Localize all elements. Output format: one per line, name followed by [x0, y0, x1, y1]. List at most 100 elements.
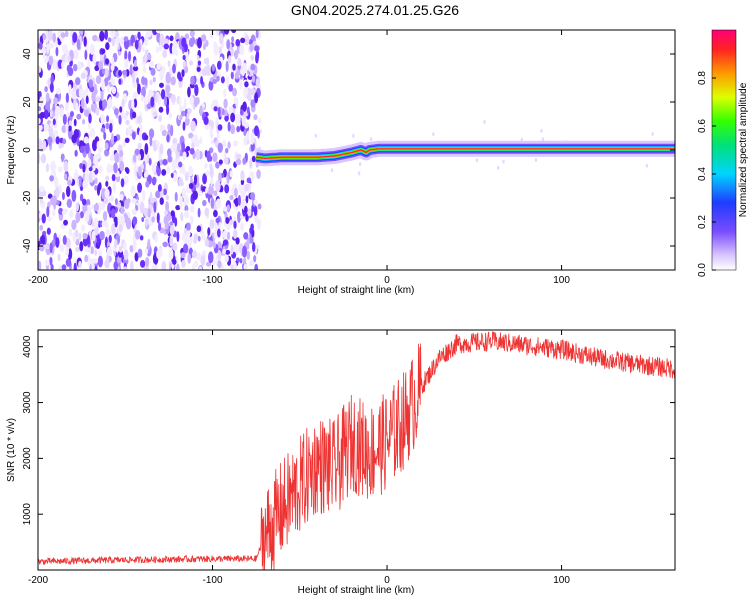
- spectrogram-noise-blob: [114, 218, 118, 228]
- spectrogram-noise-blob: [108, 196, 112, 204]
- spectrogram-noise-blob: [62, 138, 67, 145]
- spectrogram-noise-blob: [84, 86, 89, 99]
- spectrogram-noise-blob: [255, 52, 259, 64]
- spectrogram-noise-blob: [541, 137, 545, 142]
- spectrogram-noise-blob: [196, 252, 202, 261]
- spectrogram-noise-blob: [161, 261, 167, 270]
- spectrogram-noise-blob: [62, 43, 68, 54]
- spectrogram-noise-blob: [42, 140, 47, 151]
- spectrogram-noise-blob: [67, 248, 73, 261]
- spectrogram-noise-blob: [232, 140, 239, 147]
- spectrogram-noise-blob: [157, 222, 162, 232]
- spectrogram-noise-blob: [55, 237, 60, 248]
- spectrogram-noise-blob: [166, 165, 170, 175]
- spectrogram-noise-blob: [46, 42, 50, 55]
- spectrogram-noise-blob: [216, 132, 220, 142]
- spectrogram-noise-blob: [193, 260, 199, 268]
- spectrogram-noise-blob: [88, 79, 94, 88]
- spectrogram-noise-blob: [155, 45, 160, 54]
- spectrogram-noise-blob: [104, 67, 109, 78]
- spectrogram-noise-blob: [149, 60, 155, 68]
- spectrogram-noise-blob: [74, 149, 78, 157]
- spectrogram-noise-blob: [253, 255, 257, 263]
- spectrogram-noise-blob: [243, 263, 248, 270]
- spectrogram-noise-blob: [190, 120, 196, 132]
- spectrogram-noise-blob: [230, 112, 236, 123]
- spectrogram-noise-blob: [163, 215, 169, 226]
- spectrogram-noise-blob: [110, 133, 115, 145]
- spectrogram-noise-blob: [188, 60, 194, 66]
- spectrogram-noise-blob: [227, 121, 231, 132]
- spectrogram-noise-blob: [248, 39, 253, 45]
- spectrogram-noise-blob: [183, 243, 189, 254]
- spectrogram-noise-blob: [369, 137, 373, 142]
- spectrogram-noise-blob: [176, 142, 181, 153]
- spectrogram-noise-blob: [49, 43, 55, 49]
- spectrogram-noise-blob: [210, 177, 214, 187]
- spectrogram-noise-blob: [121, 98, 125, 108]
- spectrogram-noise-blob: [233, 220, 237, 229]
- spectrogram-noise-blob: [105, 228, 111, 237]
- spectrogram-noise-blob: [69, 209, 74, 219]
- spectrogram-noise-blob: [235, 153, 242, 160]
- spectrogram-noise-blob: [122, 241, 127, 251]
- spectrogram-noise-blob: [205, 64, 211, 77]
- spectrogram-noise-blob: [218, 33, 224, 45]
- spectrogram-noise-blob: [94, 249, 98, 256]
- spectrogram-noise-blob: [105, 175, 110, 181]
- spectrogram-noise-blob: [225, 75, 230, 88]
- spectrogram-noise-blob: [208, 147, 214, 154]
- spectrogram-noise-blob: [146, 103, 152, 110]
- spectrogram-noise-blob: [71, 90, 77, 100]
- spectrogram-noise-blob: [73, 49, 79, 60]
- spectrogram-noise-blob: [166, 86, 170, 98]
- spectrogram-noise-blob: [94, 184, 98, 191]
- spectrogram-noise-blob: [95, 107, 100, 116]
- spectrogram-noise-blob: [249, 158, 253, 169]
- spectrogram-noise-blob: [183, 169, 187, 177]
- spectrogram-noise-blob: [105, 58, 110, 65]
- spectrogram-noise-blob: [159, 33, 165, 46]
- y-tick-label: -20: [22, 190, 33, 205]
- spectrogram-noise-blob: [58, 264, 63, 270]
- spectrogram-noise-blob: [227, 141, 231, 149]
- spectrogram-noise-blob: [124, 58, 129, 69]
- spectrogram-noise-blob: [252, 242, 256, 253]
- spectrogram-noise-blob: [119, 149, 124, 158]
- spectrogram-noise-blob: [38, 106, 42, 112]
- spectrogram-noise-blob: [91, 171, 96, 181]
- spectrogram-noise-blob: [61, 191, 65, 201]
- spectrogram-noise-blob: [97, 165, 103, 174]
- spectrogram-noise-blob: [65, 258, 72, 267]
- spectrogram-noise-blob: [49, 175, 55, 182]
- spectrogram-marks: [38, 30, 675, 270]
- spectrogram-noise-blob: [82, 118, 86, 125]
- y-tick-label: 0: [22, 147, 33, 153]
- spectrogram-noise-blob: [239, 258, 243, 264]
- spectrogram-noise-blob: [53, 97, 58, 105]
- spectrogram-noise-blob: [213, 209, 218, 218]
- spectrogram-noise-blob: [257, 117, 262, 124]
- spectrogram-noise-blob: [247, 208, 252, 217]
- spectrogram-noise-blob: [76, 137, 80, 147]
- spectrogram-noise-blob: [226, 231, 231, 241]
- spectrogram-noise-blob: [144, 35, 149, 47]
- spectrogram-noise-blob: [213, 106, 218, 112]
- spectrogram-noise-blob: [144, 134, 149, 141]
- spectrogram-noise-blob: [105, 180, 109, 187]
- spectrogram-noise-blob: [92, 164, 96, 172]
- spectrogram-noise-blob: [134, 148, 140, 156]
- spectrogram-noise-blob: [109, 164, 114, 173]
- spectrogram-noise-blob: [159, 143, 164, 155]
- spectrogram-noise-blob: [235, 38, 241, 47]
- spectrogram-noise-blob: [123, 175, 129, 185]
- spectrogram-noise-blob: [254, 92, 259, 104]
- spectrogram-noise-blob: [170, 144, 176, 152]
- spectrogram-noise-blob: [112, 135, 118, 143]
- spectrogram-noise-blob: [246, 177, 252, 184]
- spectrogram-noise-blob: [176, 263, 180, 270]
- spectrogram-noise-blob: [255, 77, 260, 87]
- spectrogram-noise-blob: [79, 193, 84, 202]
- spectrogram-noise-blob: [223, 88, 227, 98]
- spectrogram-noise-blob: [54, 105, 61, 117]
